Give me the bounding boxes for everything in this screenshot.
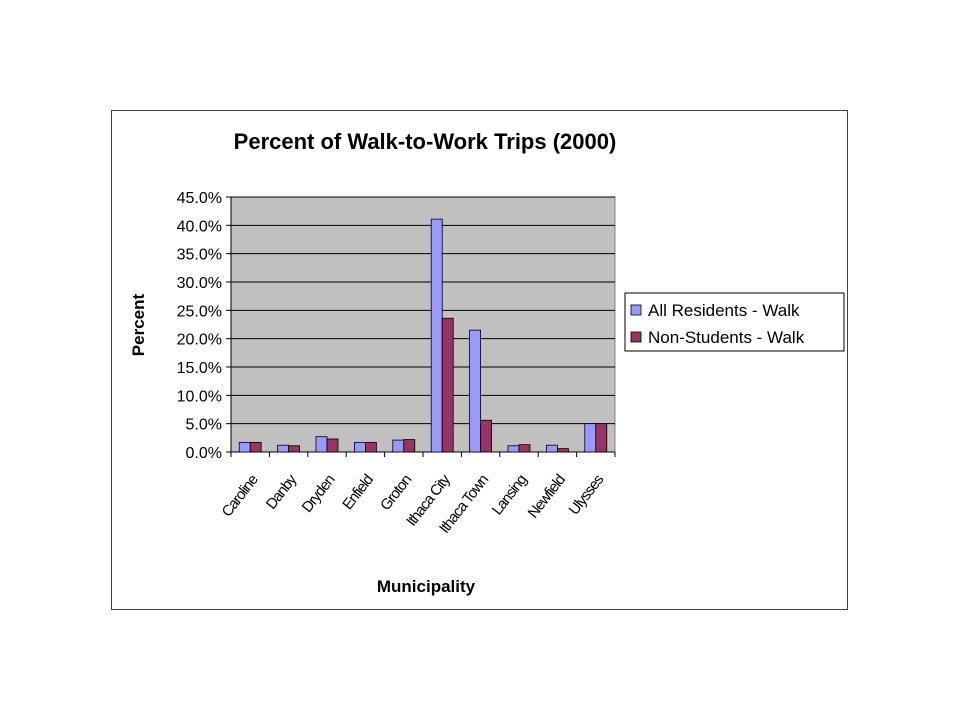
bar: [364, 441, 377, 453]
x-tick-label: Groton: [377, 471, 415, 513]
x-tick-label: Enfield: [339, 471, 377, 513]
x-tick-label: Ulysses: [566, 472, 608, 519]
y-tick-label: 0.0%: [186, 445, 222, 462]
x-tick-label: Danby: [263, 471, 301, 513]
chart-frame: Percent of Walk-to-Work Trips (2000) 0.0…: [111, 110, 848, 610]
bar: [556, 448, 569, 453]
bar: [288, 445, 301, 453]
bar: [403, 439, 416, 453]
y-tick-label: 15.0%: [177, 360, 222, 377]
bar: [353, 441, 366, 453]
x-axis-title: Municipality: [377, 577, 476, 596]
bar: [277, 444, 290, 453]
y-tick-label: 20.0%: [177, 332, 222, 349]
bar: [545, 444, 558, 453]
bar: [238, 441, 251, 453]
bar: [430, 218, 443, 453]
legend-label: Non-Students - Walk: [648, 328, 805, 347]
legend: All Residents - Walk Non-Students - Walk: [624, 292, 845, 352]
x-tick-label: Caroline: [218, 471, 261, 520]
legend-swatch: [630, 331, 642, 343]
y-tick-label: 30.0%: [177, 275, 222, 292]
y-tick-label: 5.0%: [186, 417, 222, 434]
bar: [518, 444, 531, 453]
bar: [441, 317, 454, 453]
x-tick-label: Newfield: [525, 471, 569, 521]
y-tick-label: 40.0%: [177, 218, 222, 235]
y-tick-label: 25.0%: [177, 303, 222, 320]
y-axis-title: Percent: [129, 293, 148, 356]
plot-area: 0.0% 5.0% 10.0% 15.0% 20.0% 25.0% 30.0% 35.0% 40…: [177, 190, 616, 537]
bar: [480, 419, 493, 453]
legend-label: All Residents - Walk: [648, 301, 800, 320]
legend-box: [624, 292, 845, 352]
bar: [507, 445, 520, 453]
bar: [469, 329, 482, 453]
chart-title: Percent of Walk-to-Work Trips (2000): [234, 129, 617, 154]
chart-svg: Percent of Walk-to-Work Trips (2000) 0.0…: [129, 129, 845, 596]
y-tick-label: 35.0%: [177, 247, 222, 264]
y-tick-label: 10.0%: [177, 388, 222, 405]
bar: [315, 436, 328, 453]
plot-background: [230, 196, 616, 453]
bar: [249, 441, 262, 453]
bar: [326, 438, 339, 453]
bar: [595, 423, 608, 453]
bar: [392, 439, 405, 453]
y-tick-label: 45.0%: [177, 190, 222, 207]
legend-swatch: [630, 304, 642, 316]
x-tick-label: Dryden: [299, 471, 339, 515]
bar: [584, 423, 597, 453]
